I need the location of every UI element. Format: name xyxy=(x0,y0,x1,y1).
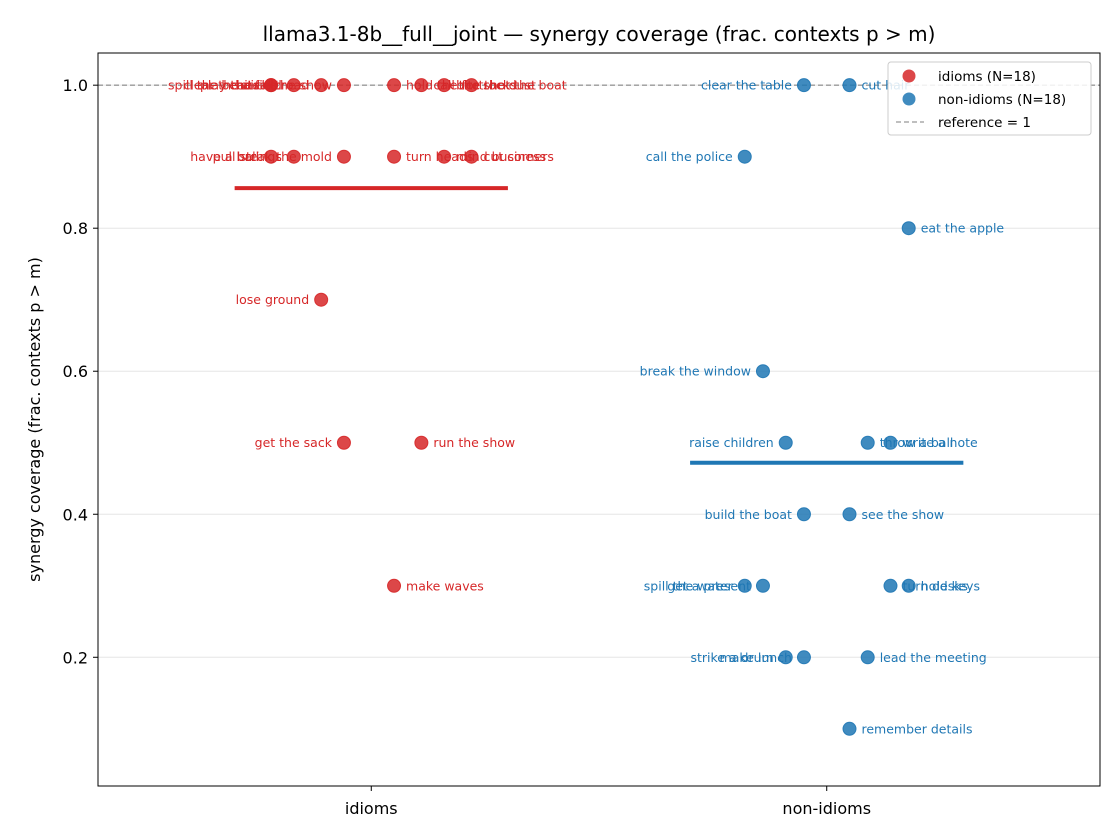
point-label: lose ground xyxy=(236,292,310,307)
point-label: run the show xyxy=(433,435,515,450)
data-point xyxy=(336,149,351,164)
point-label: call the police xyxy=(646,149,733,164)
legend-marker xyxy=(902,92,916,106)
y-tick-label: 1.0 xyxy=(63,76,88,95)
data-point xyxy=(883,435,898,450)
data-point xyxy=(336,435,351,450)
data-point xyxy=(336,78,351,93)
data-point xyxy=(414,78,429,93)
point-label: build the boat xyxy=(705,507,792,522)
point-label: eat the apple xyxy=(921,221,1005,236)
x-tick-label: non-idioms xyxy=(782,799,871,818)
legend-label: idioms (N=18) xyxy=(938,69,1036,85)
point-label: mind business xyxy=(456,149,546,164)
point-label: cut corners xyxy=(483,149,553,164)
point-label: rock the boat xyxy=(483,78,566,93)
data-point xyxy=(464,78,479,93)
data-point xyxy=(796,507,811,522)
data-point xyxy=(437,149,452,164)
data-point xyxy=(286,149,301,164)
data-point xyxy=(842,507,857,522)
data-point xyxy=(387,78,402,93)
point-label: make lunch xyxy=(720,650,792,665)
point-label: get the sack xyxy=(255,435,333,450)
y-tick-label: 0.6 xyxy=(63,362,88,381)
point-label: lead the meeting xyxy=(880,650,987,665)
point-label: spill the beans xyxy=(168,78,259,93)
y-tick-label: 0.2 xyxy=(63,648,88,667)
data-point xyxy=(842,721,857,736)
y-axis-title: synergy coverage (frac. contexts p > m) xyxy=(25,257,44,582)
point-label: clear the air xyxy=(183,78,259,93)
point-label: remember details xyxy=(862,721,973,736)
data-point xyxy=(414,435,429,450)
point-label: strike a drum xyxy=(690,650,773,665)
data-point xyxy=(883,578,898,593)
legend-label: non-idioms (N=18) xyxy=(938,92,1066,108)
point-label: spill the water xyxy=(644,578,734,593)
data-point xyxy=(860,650,875,665)
data-point xyxy=(737,149,752,164)
point-label: hit the road xyxy=(236,78,309,93)
data-point xyxy=(901,221,916,236)
legend-box xyxy=(887,61,1092,136)
data-point xyxy=(755,578,770,593)
data-point xyxy=(737,578,752,593)
data-point xyxy=(796,650,811,665)
data-point xyxy=(387,578,402,593)
point-label: turn desks xyxy=(902,578,968,593)
data-point xyxy=(901,578,916,593)
point-label: throw a ball xyxy=(880,435,954,450)
point-label: break the mold xyxy=(237,149,332,164)
point-label: see the show xyxy=(862,507,945,522)
chart-title: llama3.1-8b__full__joint — synergy cover… xyxy=(263,22,936,46)
plot-frame xyxy=(97,52,1101,787)
legend-label: reference = 1 xyxy=(938,115,1031,131)
point-label: hold keys xyxy=(921,578,980,593)
point-label: steal the show xyxy=(241,78,332,93)
data-point xyxy=(314,78,329,93)
data-point xyxy=(755,364,770,379)
point-label: raise children xyxy=(689,435,774,450)
x-tick-label: idioms xyxy=(345,799,398,818)
data-point xyxy=(264,149,279,164)
point-label: make waves xyxy=(406,578,484,593)
point-label: break the window xyxy=(640,364,751,379)
y-tick-label: 0.4 xyxy=(63,505,88,524)
data-point xyxy=(464,149,479,164)
data-point xyxy=(437,78,452,93)
point-label: get a present xyxy=(667,578,751,593)
data-point xyxy=(314,292,329,307)
y-tick-label: 0.8 xyxy=(63,219,88,238)
legend-marker xyxy=(902,69,916,83)
data-point xyxy=(860,435,875,450)
point-label: have a ball xyxy=(190,149,259,164)
data-point xyxy=(286,78,301,93)
data-point xyxy=(796,78,811,93)
data-point xyxy=(778,435,793,450)
point-label: clear the table xyxy=(701,78,792,93)
point-label: pull strings xyxy=(213,149,282,164)
data-point xyxy=(387,149,402,164)
point-label: play the field xyxy=(200,78,282,93)
data-point xyxy=(842,78,857,93)
point-label: write a note xyxy=(902,435,978,450)
data-point xyxy=(778,650,793,665)
data-point xyxy=(264,78,279,93)
